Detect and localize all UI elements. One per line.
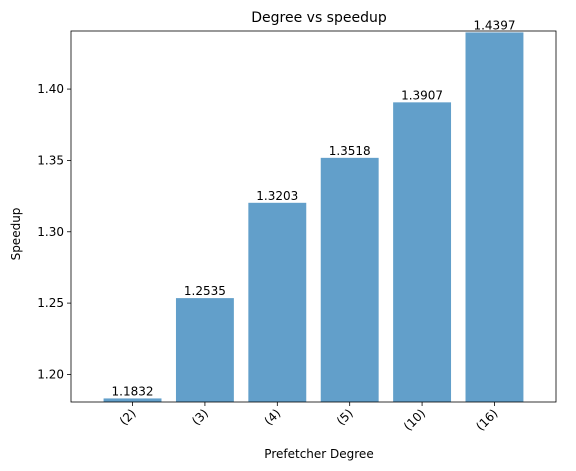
- x-tick-label-5: (16): [473, 406, 500, 433]
- y-tick-label-0: 1.20: [37, 367, 64, 381]
- y-tick-label-4: 1.40: [37, 82, 64, 96]
- bar-3: [320, 157, 379, 402]
- bar-2: [248, 202, 307, 402]
- data-label-1: 1.2535: [184, 284, 226, 298]
- bar-4: [393, 102, 452, 402]
- data-label-3: 1.3518: [329, 144, 371, 158]
- y-tick-label-3: 1.35: [37, 153, 64, 167]
- x-tick-label-3: (5): [334, 406, 356, 428]
- y-tick-label-2: 1.30: [37, 225, 64, 239]
- bar-5: [465, 32, 524, 403]
- chart-title: Degree vs speedup: [251, 10, 387, 26]
- data-label-2: 1.3203: [256, 189, 298, 203]
- bar-1: [175, 298, 234, 402]
- data-label-0: 1.1832: [112, 384, 154, 398]
- y-tick-label-1: 1.25: [37, 296, 64, 310]
- data-label-5: 1.4397: [473, 18, 515, 32]
- x-tick-label-0: (2): [117, 406, 139, 428]
- x-tick-label-1: (3): [189, 406, 211, 428]
- data-label-4: 1.3907: [401, 88, 443, 102]
- x-axis-title: Prefetcher Degree: [264, 447, 373, 461]
- x-tick-label-2: (4): [262, 406, 284, 428]
- plot-area: 1.1832 1.2535 1.3203 1.3518 1.3907 1.4397 1.20…: [37, 18, 557, 434]
- bar-0: [103, 398, 162, 402]
- y-axis-title: Speedup: [9, 208, 23, 261]
- axes-frame: [70, 30, 557, 403]
- x-tick-label-4: (10): [401, 406, 428, 433]
